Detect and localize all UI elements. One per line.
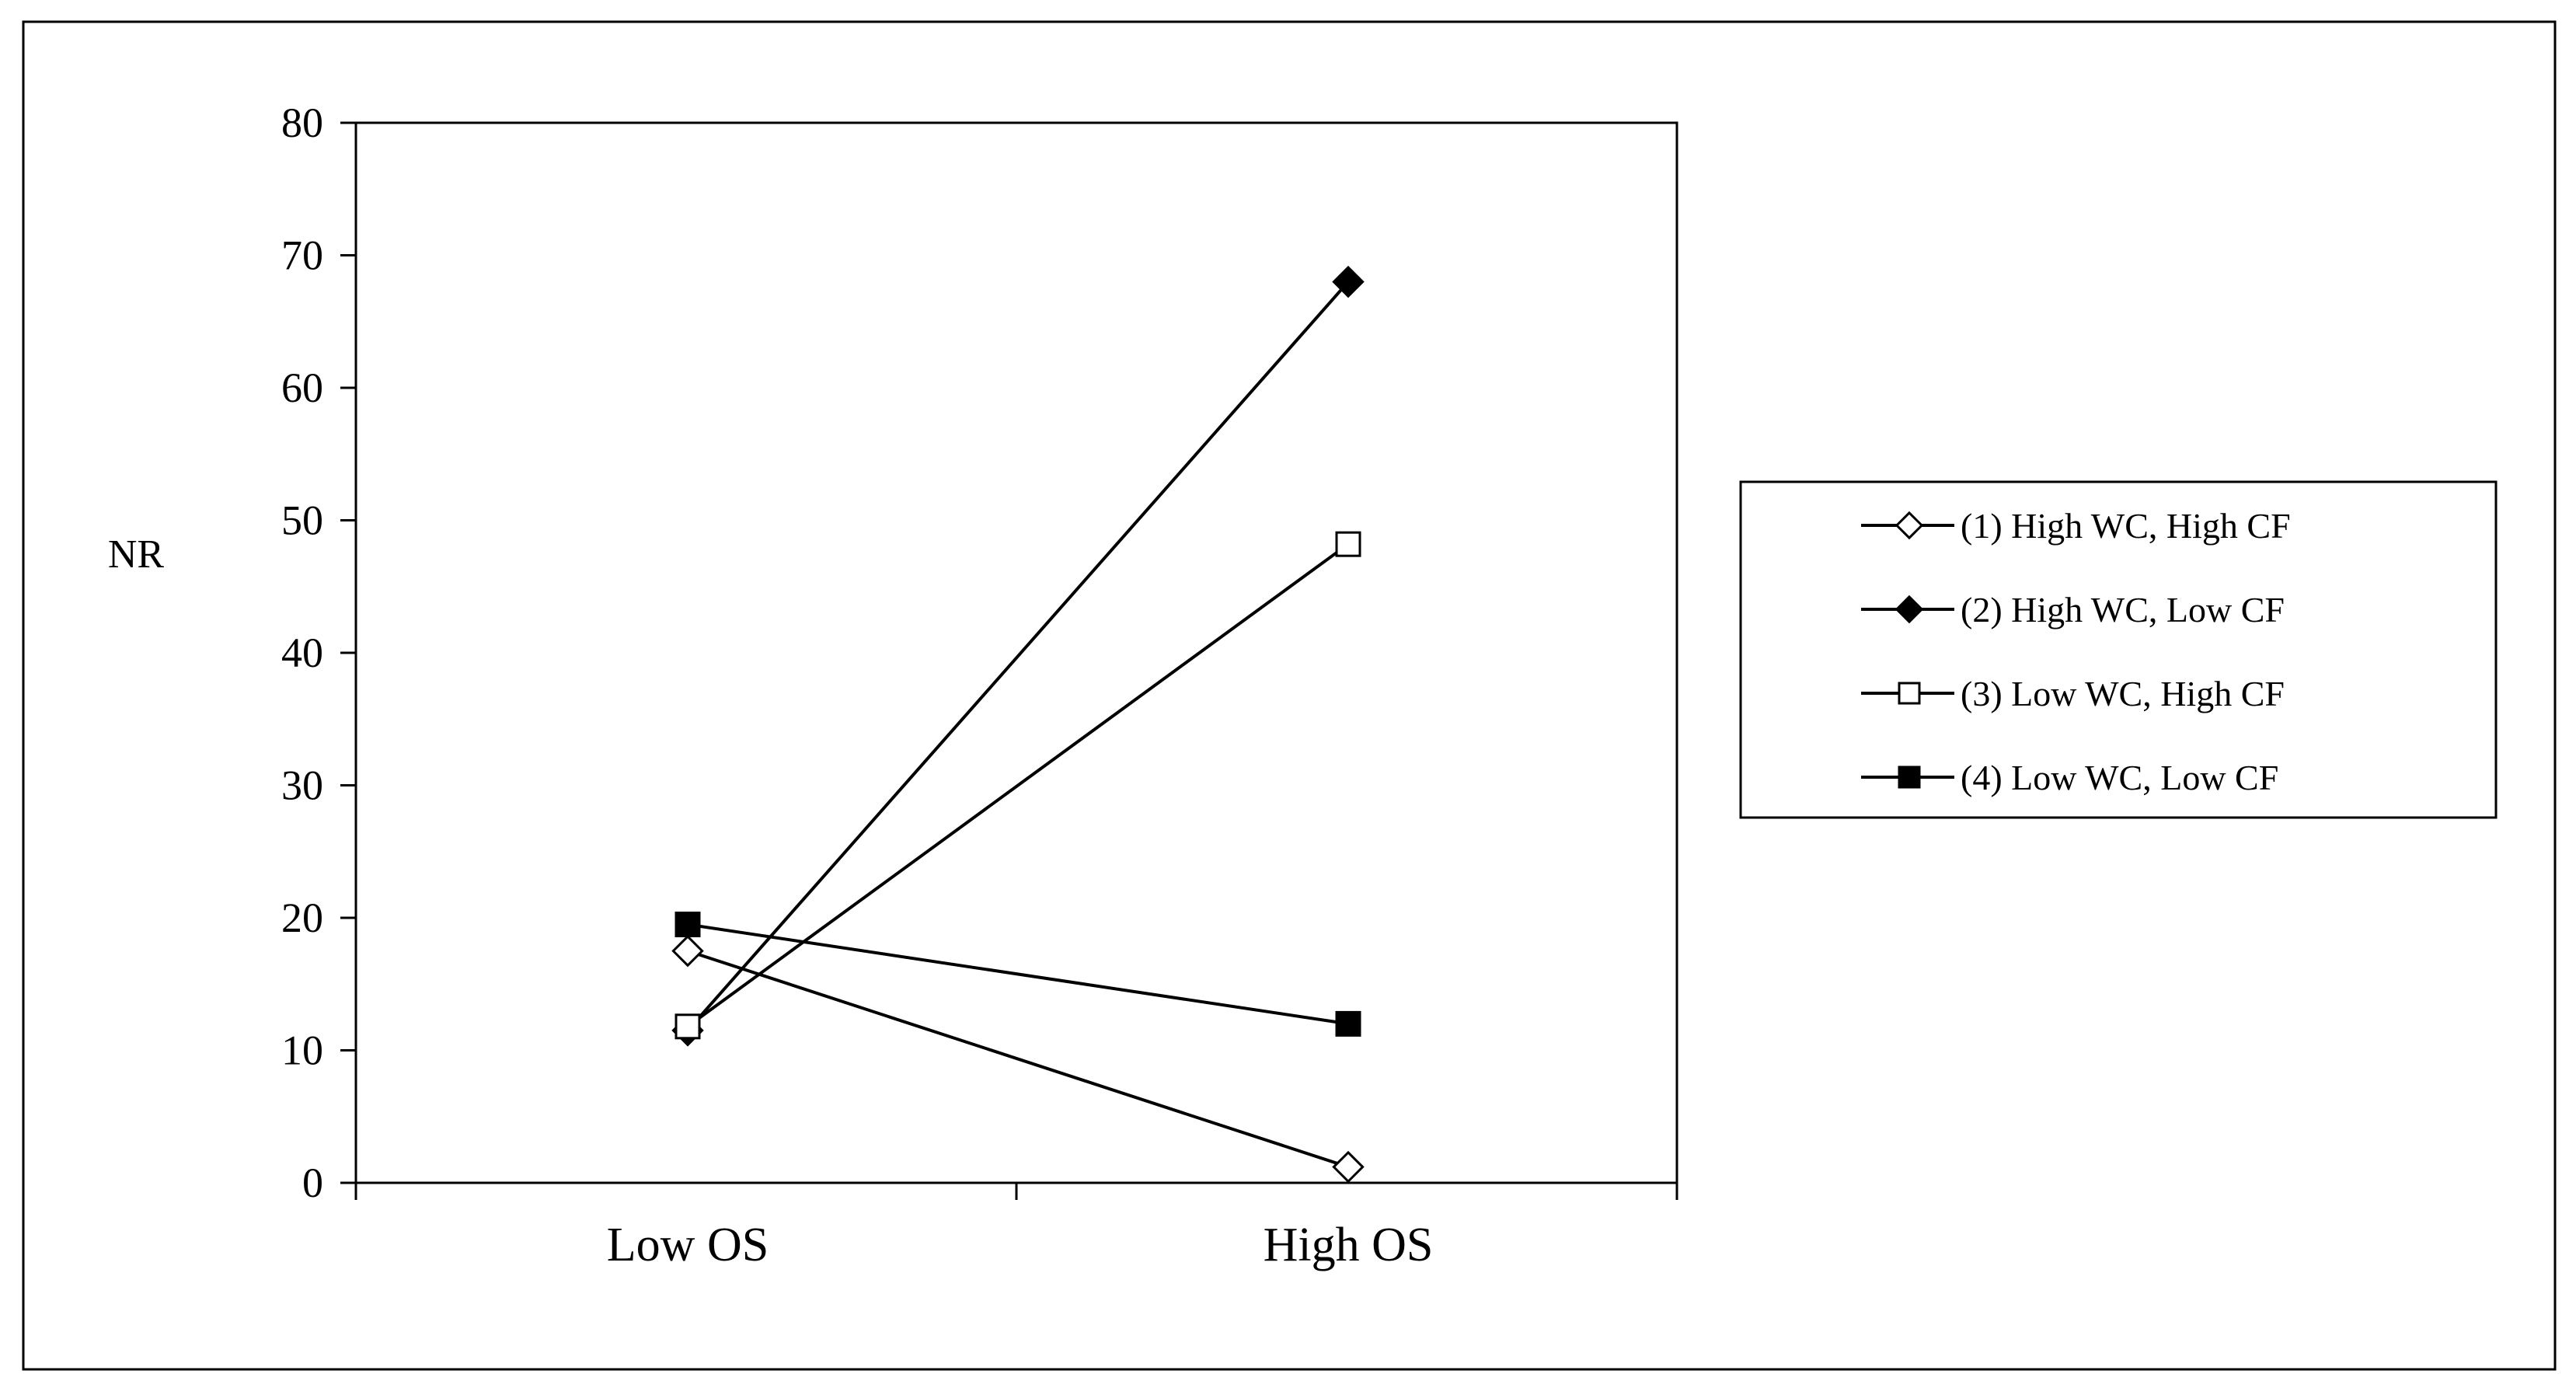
y-tick-label: 50 <box>281 497 323 544</box>
y-tick-label: 60 <box>281 364 323 411</box>
series-1 <box>671 934 1365 1184</box>
data-point <box>675 912 701 938</box>
series-line <box>686 542 1350 1028</box>
y-tick-label: 10 <box>281 1027 323 1074</box>
legend-label: (1) High WC, High CF <box>1961 506 2291 546</box>
legend-box <box>1739 480 2498 819</box>
plot-frame <box>354 121 1678 1184</box>
data-point <box>1332 1150 1365 1184</box>
data-point <box>675 1013 701 1040</box>
y-tick-label: 30 <box>281 762 323 809</box>
y-tick-label: 80 <box>281 99 323 146</box>
legend: (1) High WC, High CF (2) High WC, Low CF (… <box>1739 480 2498 819</box>
data-point <box>1335 1010 1361 1037</box>
data-point <box>1332 265 1365 298</box>
y-axis: 0 10 20 30 40 50 60 70 80 <box>281 99 356 1206</box>
series-line <box>687 922 1349 1026</box>
y-axis-label: NR <box>108 532 165 577</box>
legend-marker <box>1898 766 1921 789</box>
data-point <box>671 934 704 968</box>
series-4 <box>675 912 1361 1037</box>
legend-label: (2) High WC, Low CF <box>1961 590 2285 629</box>
legend-marker <box>1895 595 1924 624</box>
legend-item: (2) High WC, Low CF <box>1861 590 2285 629</box>
legend-item: (4) Low WC, Low CF <box>1861 758 2278 797</box>
legend-item: (3) Low WC, High CF <box>1861 674 2285 713</box>
series-layer <box>671 265 1365 1184</box>
legend-item: (1) High WC, High CF <box>1861 506 2291 546</box>
series-2 <box>671 265 1365 1047</box>
figure-frame <box>22 20 2557 1371</box>
series-3 <box>675 531 1361 1040</box>
legend-label: (4) Low WC, Low CF <box>1961 758 2278 797</box>
plot-area <box>354 121 1678 1184</box>
legend-marker <box>1898 682 1921 705</box>
x-axis: Low OS High OS <box>354 1183 1678 1271</box>
x-category-label: Low OS <box>607 1219 769 1271</box>
y-tick-label: 70 <box>281 232 323 279</box>
legend-label: (3) Low WC, High CF <box>1961 674 2285 713</box>
x-category-label: High OS <box>1264 1219 1434 1271</box>
y-tick-label: 20 <box>281 895 323 941</box>
y-tick-label: 0 <box>302 1160 323 1206</box>
legend-marker <box>1895 511 1924 540</box>
y-tick-label: 40 <box>281 629 323 676</box>
series-line <box>686 281 1350 1032</box>
data-point <box>1335 531 1361 557</box>
series-line <box>687 949 1349 1169</box>
